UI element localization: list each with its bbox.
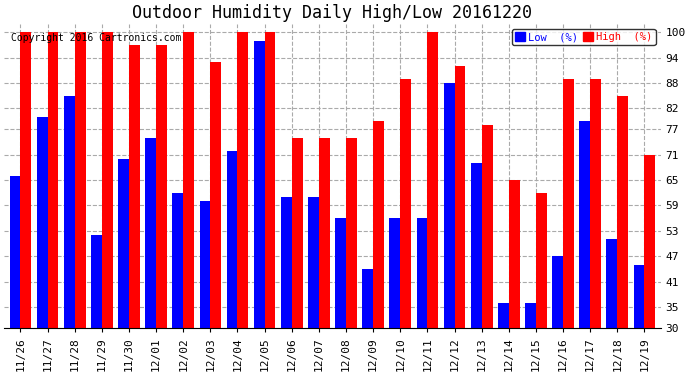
Bar <box>427 32 438 375</box>
Title: Outdoor Humidity Daily High/Low 20161220: Outdoor Humidity Daily High/Low 20161220 <box>132 4 533 22</box>
Bar <box>210 62 221 375</box>
Bar <box>580 121 590 375</box>
Bar <box>552 256 563 375</box>
Bar <box>129 45 140 375</box>
Bar <box>37 117 48 375</box>
Bar <box>48 32 59 375</box>
Bar <box>172 193 184 375</box>
Bar <box>226 150 237 375</box>
Legend: Low  (%), High  (%): Low (%), High (%) <box>512 29 656 45</box>
Bar <box>590 79 601 375</box>
Bar <box>145 138 156 375</box>
Bar <box>644 155 656 375</box>
Bar <box>618 96 628 375</box>
Bar <box>156 45 167 375</box>
Bar <box>346 138 357 375</box>
Bar <box>199 201 210 375</box>
Bar <box>455 66 465 375</box>
Bar <box>184 32 194 375</box>
Bar <box>633 265 644 375</box>
Bar <box>471 163 482 375</box>
Bar <box>525 303 536 375</box>
Bar <box>21 32 31 375</box>
Bar <box>509 180 520 375</box>
Bar <box>400 79 411 375</box>
Bar <box>281 197 292 375</box>
Bar <box>292 138 303 375</box>
Bar <box>444 83 455 375</box>
Bar <box>563 79 574 375</box>
Bar <box>91 235 102 375</box>
Bar <box>308 197 319 375</box>
Bar <box>417 218 427 375</box>
Bar <box>607 239 618 375</box>
Bar <box>102 32 112 375</box>
Bar <box>319 138 330 375</box>
Bar <box>335 218 346 375</box>
Bar <box>498 303 509 375</box>
Bar <box>362 269 373 375</box>
Bar <box>389 218 400 375</box>
Text: Copyright 2016 Cartronics.com: Copyright 2016 Cartronics.com <box>11 33 181 43</box>
Bar <box>254 40 265 375</box>
Bar <box>237 32 248 375</box>
Bar <box>373 121 384 375</box>
Bar <box>75 32 86 375</box>
Bar <box>482 125 493 375</box>
Bar <box>536 193 546 375</box>
Bar <box>64 96 75 375</box>
Bar <box>10 176 21 375</box>
Bar <box>118 159 129 375</box>
Bar <box>265 32 275 375</box>
